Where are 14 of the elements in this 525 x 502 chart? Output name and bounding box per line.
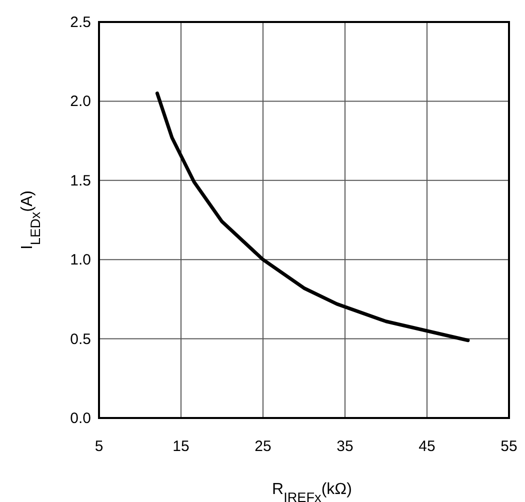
x-tick-label: 35 xyxy=(336,438,354,455)
y-tick-label: 1.5 xyxy=(70,172,91,190)
y-tick-label: 0.5 xyxy=(70,330,91,348)
x-tick-label: 15 xyxy=(172,438,190,455)
x-tick-label: 45 xyxy=(418,438,436,455)
x-tick-label: 5 xyxy=(94,438,104,455)
x-tick-label: 25 xyxy=(254,438,272,455)
y-tick-label: 0.0 xyxy=(70,410,91,427)
y-tick-label: 2.5 xyxy=(70,14,91,31)
y-tick-label: 2.0 xyxy=(70,93,91,110)
x-tick-label: 55 xyxy=(500,438,518,455)
x-axis-title: R$_{IREFx}$(kΩ) xyxy=(272,481,352,502)
line-series xyxy=(155,92,470,342)
y-tick-label: 1.0 xyxy=(70,252,91,269)
